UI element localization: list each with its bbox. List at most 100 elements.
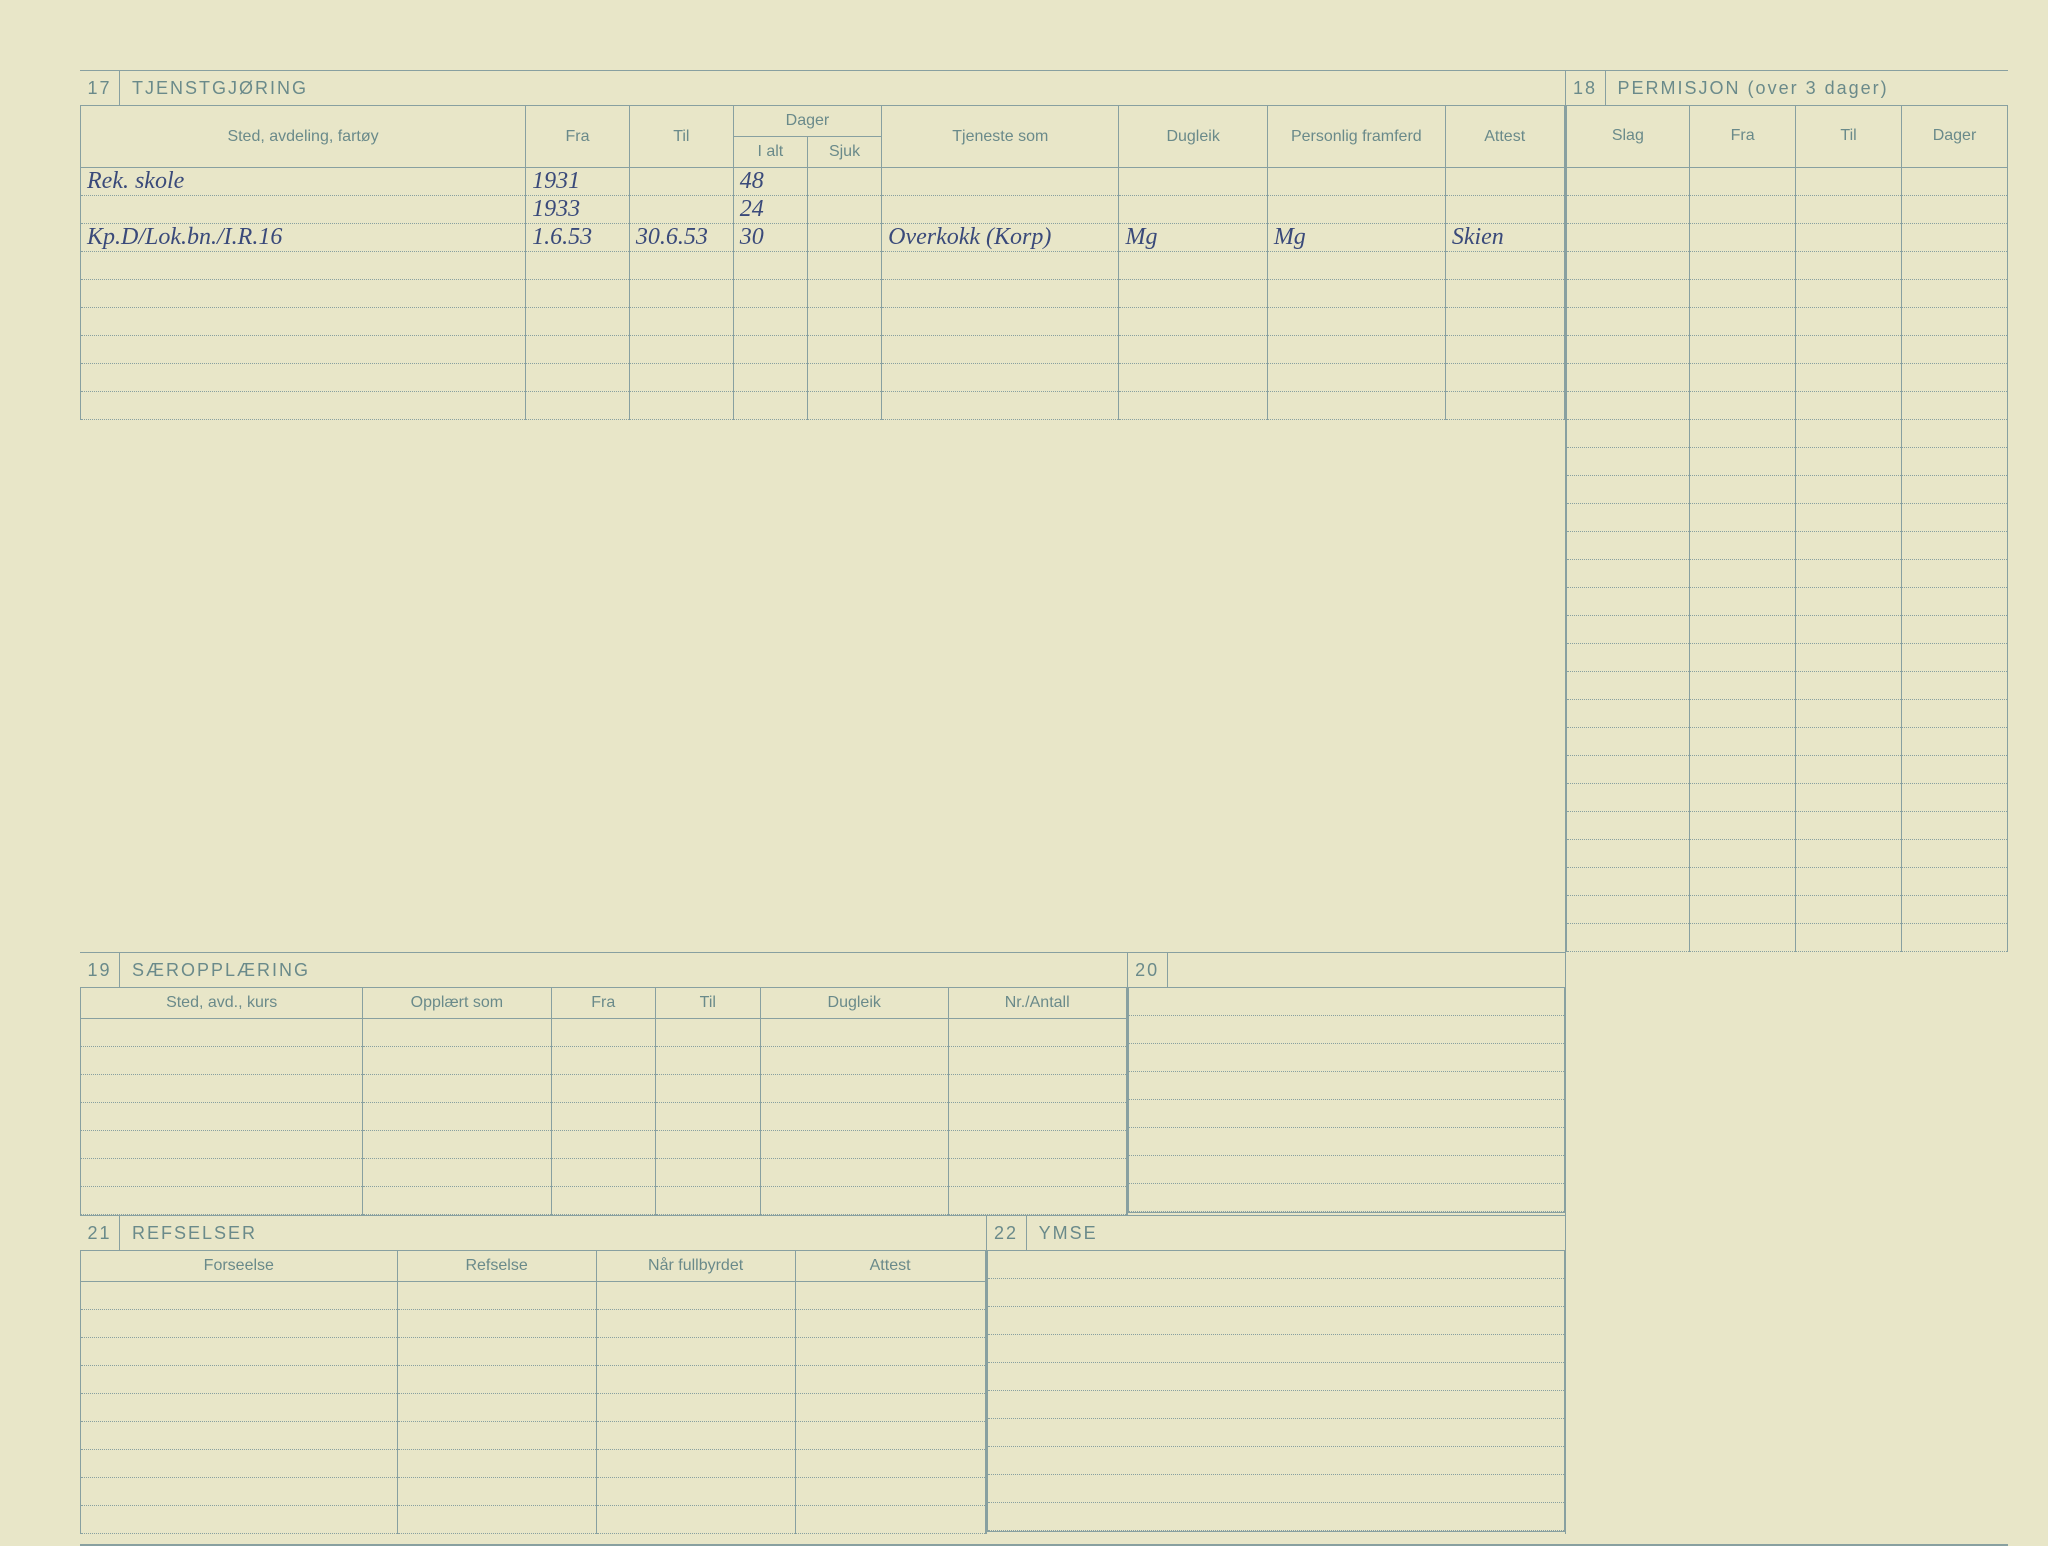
empty-cell xyxy=(1796,811,1902,839)
empty-cell xyxy=(795,1505,985,1533)
table-row xyxy=(81,1281,986,1309)
ruled-line xyxy=(1129,1156,1564,1184)
ruled-line xyxy=(988,1363,1564,1391)
section-20-num: 20 xyxy=(1128,953,1168,987)
cell-attest xyxy=(1445,252,1564,280)
table-row xyxy=(81,1309,986,1337)
cell-framferd xyxy=(1267,252,1445,280)
empty-cell xyxy=(760,1186,948,1214)
table-row xyxy=(81,1449,986,1477)
hdr21-refselse: Refselse xyxy=(397,1251,596,1282)
empty-cell xyxy=(596,1477,795,1505)
empty-cell xyxy=(363,1018,551,1046)
cell-ialt xyxy=(733,252,807,280)
table-row: 193324 xyxy=(81,196,1565,224)
ruled-line xyxy=(988,1251,1564,1279)
empty-cell xyxy=(948,1186,1126,1214)
cell-framferd xyxy=(1267,280,1445,308)
section-21-num: 21 xyxy=(80,1216,120,1250)
empty-cell xyxy=(1690,531,1796,559)
empty-cell xyxy=(397,1337,596,1365)
empty-cell xyxy=(1566,727,1690,755)
empty-cell xyxy=(551,1018,656,1046)
cell-tjeneste xyxy=(882,364,1119,392)
section-17-table: Sted, avdeling, fartøy Fra Til Dager Tje… xyxy=(80,106,1565,420)
hdr21-forseelse: Forseelse xyxy=(81,1251,398,1282)
cell-fra xyxy=(526,364,630,392)
empty-cell xyxy=(81,1337,398,1365)
empty-cell xyxy=(1796,447,1902,475)
empty-cell xyxy=(1796,531,1902,559)
cell-framferd: Mg xyxy=(1267,224,1445,252)
hdr-dager: Dager xyxy=(733,106,881,137)
empty-cell xyxy=(1690,223,1796,251)
cell-sted: Kp.D/Lok.bn./I.R.16 xyxy=(81,224,526,252)
cell-dugleik xyxy=(1119,280,1267,308)
empty-cell xyxy=(795,1309,985,1337)
empty-cell xyxy=(948,1046,1126,1074)
empty-cell xyxy=(1796,699,1902,727)
section-19: 19 SÆROPPLÆRING Sted, avd., kurs Opplært… xyxy=(80,952,1127,1215)
cell-framferd xyxy=(1267,196,1445,224)
ruled-line xyxy=(1129,1100,1564,1128)
cell-sjuk xyxy=(807,392,881,420)
empty-cell xyxy=(1566,699,1690,727)
cell-til xyxy=(629,308,733,336)
cell-framferd xyxy=(1267,364,1445,392)
section-22: 22 YMSE xyxy=(986,1215,1565,1534)
empty-cell xyxy=(656,1046,761,1074)
ruled-line xyxy=(1129,1128,1564,1156)
empty-cell xyxy=(795,1477,985,1505)
empty-cell xyxy=(1902,867,2008,895)
empty-cell xyxy=(1566,895,1690,923)
empty-cell xyxy=(760,1046,948,1074)
cell-til xyxy=(629,252,733,280)
table-row xyxy=(81,1337,986,1365)
empty-cell xyxy=(1566,223,1690,251)
cell-framferd xyxy=(1267,392,1445,420)
empty-cell xyxy=(551,1158,656,1186)
empty-cell xyxy=(1690,335,1796,363)
cell-sjuk xyxy=(807,196,881,224)
empty-cell xyxy=(1902,475,2008,503)
empty-cell xyxy=(1796,279,1902,307)
empty-cell xyxy=(795,1337,985,1365)
cell-fra xyxy=(526,392,630,420)
cell-ialt xyxy=(733,336,807,364)
table-row xyxy=(81,1505,986,1533)
empty-cell xyxy=(81,1102,363,1130)
hdr21-fullbyrdet: Når fullbyrdet xyxy=(596,1251,795,1282)
cell-til xyxy=(629,196,733,224)
table-row xyxy=(1566,167,2007,195)
empty-cell xyxy=(81,1130,363,1158)
table-row xyxy=(81,252,1565,280)
cell-tjeneste xyxy=(882,308,1119,336)
empty-cell xyxy=(795,1393,985,1421)
ruled-line xyxy=(988,1419,1564,1447)
empty-cell xyxy=(596,1309,795,1337)
cell-attest: Skien xyxy=(1445,224,1564,252)
cell-sted xyxy=(81,392,526,420)
hdr19-til: Til xyxy=(656,988,761,1019)
hdr19-sted: Sted, avd., kurs xyxy=(81,988,363,1019)
table-row xyxy=(81,1421,986,1449)
cell-framferd xyxy=(1267,308,1445,336)
empty-cell xyxy=(81,1074,363,1102)
empty-cell xyxy=(363,1186,551,1214)
empty-cell xyxy=(1566,671,1690,699)
empty-cell xyxy=(948,1018,1126,1046)
section-18-header: 18 PERMISJON (over 3 dager) xyxy=(1566,70,2008,106)
empty-cell xyxy=(1566,419,1690,447)
empty-cell xyxy=(1690,167,1796,195)
empty-cell xyxy=(81,1018,363,1046)
cell-tjeneste xyxy=(882,196,1119,224)
cell-sjuk xyxy=(807,168,881,196)
section-21-header: 21 REFSELSER xyxy=(80,1215,986,1251)
empty-cell xyxy=(1902,279,2008,307)
empty-cell xyxy=(1902,195,2008,223)
ruled-line xyxy=(988,1503,1564,1531)
cell-dugleik xyxy=(1119,392,1267,420)
empty-cell xyxy=(596,1393,795,1421)
cell-sted xyxy=(81,252,526,280)
hdr-fra: Fra xyxy=(526,106,630,168)
